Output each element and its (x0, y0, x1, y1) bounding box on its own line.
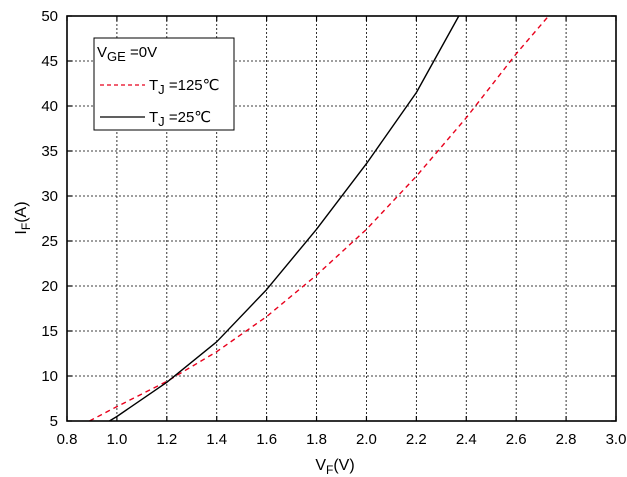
y-axis-label: IF(A) (13, 201, 33, 234)
legend-label-25c: TJ =25℃ (149, 109, 211, 129)
legend-label-25c-sub: J (158, 114, 165, 129)
x-axis-label-sub: F (326, 463, 333, 477)
x-tick-label: 3.0 (606, 431, 627, 448)
legend-label-25c-main: T (149, 109, 158, 126)
legend-label-125c-sub: J (158, 82, 165, 97)
x-tick-label: 1.6 (256, 431, 277, 448)
legend-label-125c-main: T (149, 77, 158, 94)
legend: VGE =0V TJ =125℃ TJ =25℃ (93, 37, 235, 131)
x-axis-label: VF(V) (315, 457, 354, 477)
x-tick-label: 0.8 (57, 431, 78, 448)
x-tick-label: 2.0 (356, 431, 377, 448)
legend-header-main: V (97, 44, 107, 61)
ticks (66, 15, 617, 422)
plot-frame (66, 15, 617, 422)
grid (67, 16, 616, 421)
x-axis-label-unit: (V) (333, 457, 354, 474)
y-tick-label: 10 (41, 368, 58, 385)
legend-box (93, 37, 235, 131)
y-axis-label-sub: F (19, 223, 33, 230)
y-tick-label: 45 (41, 53, 58, 70)
x-tick-label: 2.4 (456, 431, 477, 448)
x-axis-label-main: V (315, 457, 326, 474)
series-line-25c (109, 15, 460, 422)
y-tick-label: 50 (41, 8, 58, 25)
x-tick-label: 1.2 (156, 431, 177, 448)
legend-header: VGE =0V (97, 44, 157, 64)
y-axis-label-unit: (A) (13, 201, 30, 222)
y-tick-label: 5 (50, 413, 58, 430)
legend-header-suffix: =0V (126, 44, 157, 61)
x-tick-label: 2.6 (506, 431, 527, 448)
y-axis-label-main: I (13, 230, 30, 234)
y-tick-label: 35 (41, 143, 58, 160)
legend-label-125c: TJ =125℃ (149, 77, 219, 97)
legend-label-125c-suffix: =125℃ (165, 77, 220, 94)
y-tick-label: 20 (41, 278, 58, 295)
y-tick-label: 15 (41, 323, 58, 340)
y-tick-label: 40 (41, 98, 58, 115)
series-group (89, 15, 550, 422)
x-tick-label: 2.8 (556, 431, 577, 448)
x-tick-label: 1.8 (306, 431, 327, 448)
y-tick-label: 30 (41, 188, 58, 205)
y-tick-label: 25 (41, 233, 58, 250)
legend-label-25c-suffix: =25℃ (165, 109, 211, 126)
x-tick-label: 2.2 (406, 431, 427, 448)
tick-labels: 0.8 1.0 1.2 1.4 1.6 1.8 2.0 2.2 2.4 2.6 2.8 3.0 5 10 1… (41, 8, 626, 448)
legend-header-sub: GE (107, 49, 126, 64)
x-tick-label: 1.4 (206, 431, 227, 448)
x-tick-label: 1.0 (106, 431, 127, 448)
series-line-125c (89, 15, 550, 422)
